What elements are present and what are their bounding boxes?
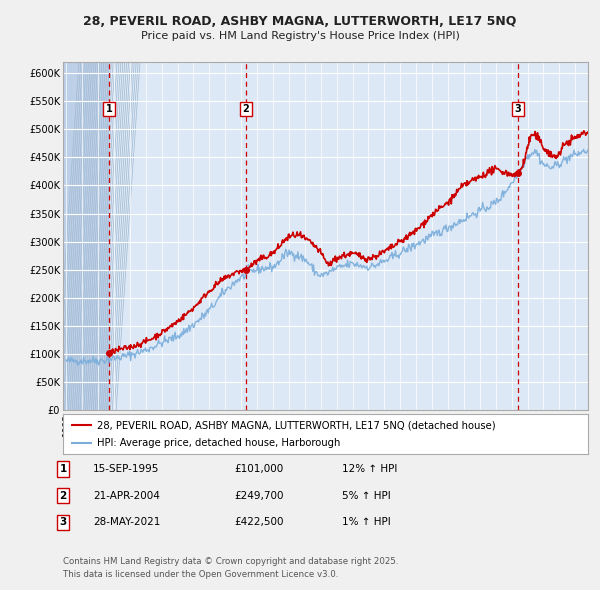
Text: Price paid vs. HM Land Registry's House Price Index (HPI): Price paid vs. HM Land Registry's House … [140,31,460,41]
Text: HPI: Average price, detached house, Harborough: HPI: Average price, detached house, Harb… [97,438,341,448]
Text: 3: 3 [515,104,521,114]
Text: Contains HM Land Registry data © Crown copyright and database right 2025.: Contains HM Land Registry data © Crown c… [63,558,398,566]
Text: 1% ↑ HPI: 1% ↑ HPI [342,517,391,527]
Text: This data is licensed under the Open Government Licence v3.0.: This data is licensed under the Open Gov… [63,571,338,579]
Text: £422,500: £422,500 [234,517,284,527]
Text: 5% ↑ HPI: 5% ↑ HPI [342,491,391,500]
Text: 28, PEVERIL ROAD, ASHBY MAGNA, LUTTERWORTH, LE17 5NQ (detached house): 28, PEVERIL ROAD, ASHBY MAGNA, LUTTERWOR… [97,421,496,431]
Text: £101,000: £101,000 [234,464,283,474]
Text: 2: 2 [242,104,250,114]
Text: 28-MAY-2021: 28-MAY-2021 [93,517,160,527]
Text: 28, PEVERIL ROAD, ASHBY MAGNA, LUTTERWORTH, LE17 5NQ: 28, PEVERIL ROAD, ASHBY MAGNA, LUTTERWOR… [83,15,517,28]
Bar [63,62,109,410]
Text: 1: 1 [59,464,67,474]
Text: 1: 1 [106,104,113,114]
Text: 12% ↑ HPI: 12% ↑ HPI [342,464,397,474]
Text: £249,700: £249,700 [234,491,284,500]
Text: 3: 3 [59,517,67,527]
Text: 21-APR-2004: 21-APR-2004 [93,491,160,500]
Text: 15-SEP-1995: 15-SEP-1995 [93,464,160,474]
Text: 2: 2 [59,491,67,500]
